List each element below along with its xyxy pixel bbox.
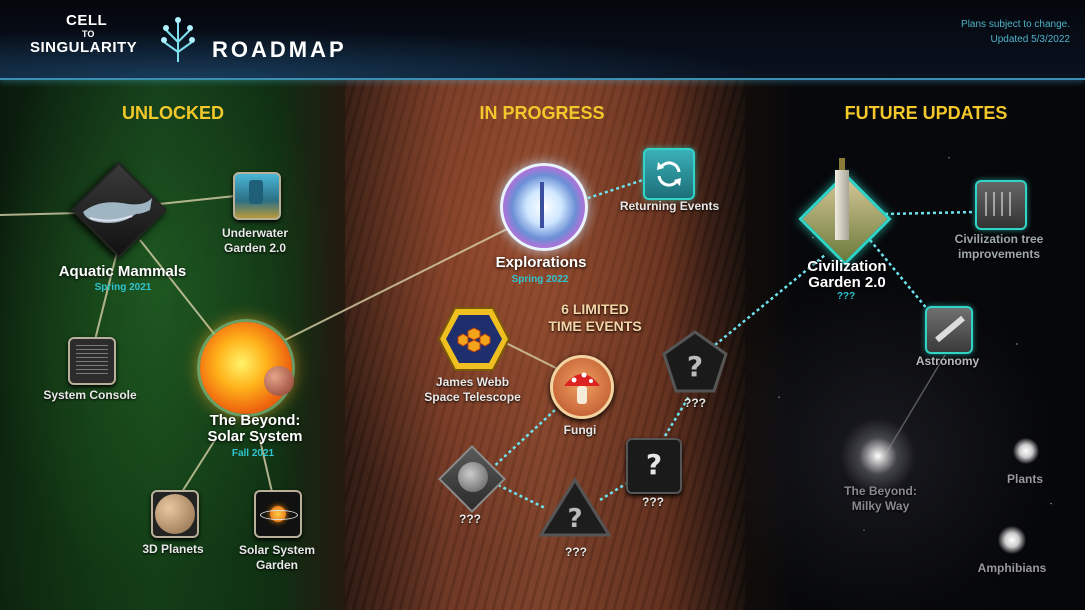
jwst-node[interactable] — [437, 306, 511, 372]
amphibians-label: Amphibians — [977, 561, 1047, 575]
system-console-label: System Console — [43, 388, 137, 402]
returning-events-node[interactable] — [643, 148, 695, 200]
underwater-garden-label-line2: Garden 2.0 — [223, 241, 287, 255]
question-mark-icon: ? — [687, 350, 703, 383]
fungi-node[interactable] — [550, 355, 614, 419]
unknown-node-3[interactable]: ? — [626, 438, 682, 494]
amphibians-node[interactable] — [998, 526, 1026, 554]
page-title: ROADMAP — [212, 37, 347, 62]
explorations-date: Spring 2022 — [511, 274, 569, 285]
jwst-label: James Webb Space Telescope — [410, 375, 535, 405]
question-mark-icon: ? — [645, 448, 663, 481]
solar-system-garden-label-line1: Solar System — [238, 543, 316, 557]
aquatic-mammals-label: Aquatic Mammals — [58, 263, 187, 280]
limited-events-note-line1: 6 LIMITED — [561, 301, 629, 317]
solar-system-garden-label-line2: Garden — [255, 558, 298, 572]
explorations-label: Explorations — [495, 254, 587, 271]
logo-text-to: TO — [82, 29, 95, 39]
solar-system-node[interactable] — [200, 322, 294, 414]
question-mark-icon: ? — [567, 504, 582, 534]
underwater-garden-label-line1: Underwater — [221, 226, 289, 240]
milky-way-label: The Beyond: Milky Way — [828, 484, 933, 514]
update-note-date: Updated 5/3/2022 — [990, 34, 1070, 45]
plants-node[interactable] — [1013, 438, 1039, 464]
civilization-tree-label-line2: improvements — [957, 247, 1041, 261]
civilization-garden-label: Civilization Garden 2.0 — [782, 259, 912, 291]
planet-icon — [155, 494, 195, 534]
returning-events-label: Returning Events — [619, 199, 720, 213]
unknown-label-1: ??? — [459, 512, 481, 526]
3d-planets-label: 3D Planets — [142, 542, 204, 556]
logo-text-singularity: SINGULARITY — [30, 39, 138, 56]
limited-events-note: 6 LIMITED TIME EVENTS — [535, 301, 655, 335]
3d-planets-node[interactable] — [151, 490, 199, 538]
underwater-garden-node[interactable] — [233, 172, 281, 220]
civilization-tree-label-line1: Civilization tree — [954, 232, 1044, 246]
milky-way-label-line2: Milky Way — [851, 499, 910, 513]
galaxy-icon[interactable] — [840, 418, 916, 494]
telescope-icon — [935, 315, 965, 343]
civilization-garden-date: ??? — [836, 291, 856, 302]
orbit-ring — [260, 510, 298, 520]
solar-system-garden-label: Solar System Garden — [227, 543, 327, 573]
jwst-label-line1: James Webb — [435, 375, 510, 389]
coral-icon — [249, 180, 263, 204]
civilization-tree-label: Civilization tree improvements — [940, 232, 1058, 262]
fungi-label: Fungi — [563, 423, 597, 437]
limited-events-note-line2: TIME EVENTS — [548, 318, 642, 334]
astronomy-node[interactable] — [925, 306, 973, 354]
refresh-icon — [657, 161, 681, 187]
update-note: Plans subject to change. Updated 5/3/202… — [900, 17, 1070, 47]
section-title-unlocked: UNLOCKED — [122, 103, 224, 123]
unknown-label-2: ??? — [565, 545, 587, 559]
terminal-icon — [76, 345, 108, 377]
solar-system-label: The Beyond: Solar System — [180, 413, 330, 445]
unknown-node-2[interactable]: ? — [538, 477, 612, 539]
update-note-disclaimer: Plans subject to change. — [961, 19, 1070, 30]
plants-label: Plants — [1006, 472, 1043, 486]
civilization-garden-label-line1: Civilization — [807, 258, 887, 275]
logo-text-cell: CELL — [66, 12, 108, 29]
whale-icon — [83, 198, 152, 223]
solar-system-label-line2: Solar System — [207, 428, 303, 445]
section-title-future-updates: FUTURE UPDATES — [844, 103, 1008, 123]
moon-icon — [458, 462, 488, 492]
game-logo: CELL TO SINGULARITY — [30, 12, 155, 56]
future-panel-background — [745, 78, 1085, 610]
monument-icon — [833, 158, 851, 240]
system-console-node[interactable] — [68, 337, 116, 385]
unknown-label-4: ??? — [684, 396, 706, 410]
solar-system-label-line1: The Beyond: — [209, 412, 301, 429]
jwst-label-line2: Space Telescope — [424, 390, 521, 404]
unknown-node-4[interactable]: ? — [662, 330, 728, 394]
section-title-in-progress: IN PROGRESS — [479, 103, 605, 123]
milky-way-label-line1: The Beyond: — [844, 484, 917, 498]
telescope-mirror-icon — [457, 327, 491, 353]
astronomy-label: Astronomy — [915, 354, 980, 368]
tree-icon — [985, 192, 1015, 216]
compass-icon — [540, 182, 544, 228]
civilization-tree-node[interactable] — [975, 180, 1027, 230]
unknown-label-3: ??? — [642, 495, 664, 509]
solar-system-garden-node[interactable] — [254, 490, 302, 538]
underwater-garden-label: Underwater Garden 2.0 — [200, 226, 310, 256]
solar-system-date: Fall 2021 — [231, 448, 275, 459]
tree-logo-icon — [161, 17, 195, 62]
sun-icon — [264, 366, 294, 396]
explorations-node[interactable] — [500, 163, 588, 251]
mushroom-icon — [564, 372, 600, 404]
civilization-garden-label-line2: Garden 2.0 — [808, 274, 886, 291]
aquatic-mammals-date: Spring 2021 — [94, 282, 152, 293]
